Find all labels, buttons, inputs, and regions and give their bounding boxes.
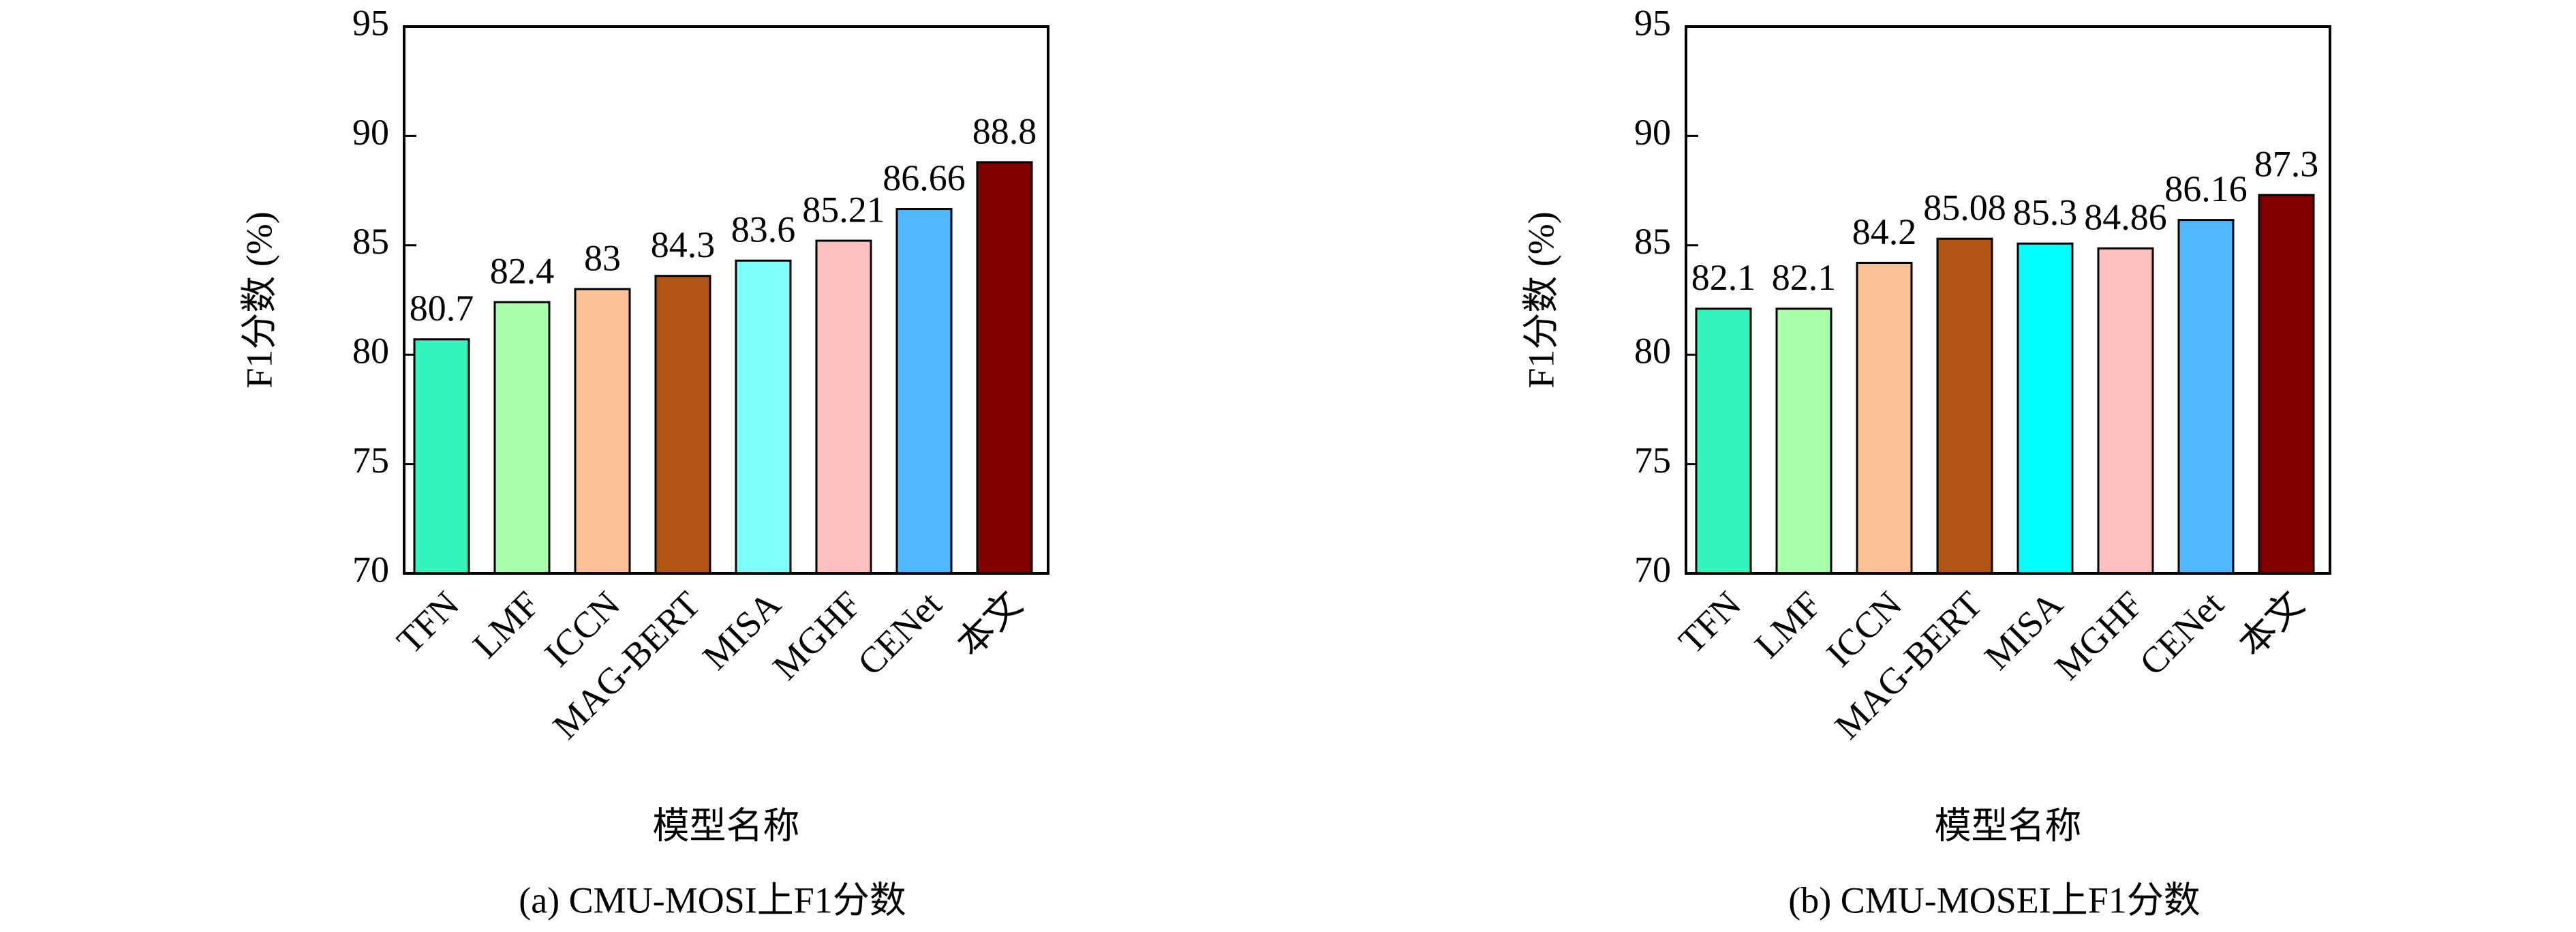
bar (1936, 237, 1993, 575)
y-axis-label: F1分数 (%) (1520, 211, 1561, 388)
bar-annotation: 83 (584, 237, 621, 278)
bar-annotation: 85.08 (1923, 187, 2006, 228)
plot-frame (403, 25, 1049, 575)
y-tick-label: 75 (1634, 440, 1671, 481)
x-tick-label: TFN (1671, 584, 1749, 662)
bar (2097, 247, 2154, 575)
bar (413, 338, 470, 575)
y-tick-label: 70 (1634, 549, 1671, 590)
bar-annotation: 86.16 (2164, 168, 2248, 209)
x-tick-label: LMF (1747, 584, 1829, 666)
x-tick-label: 本文 (2230, 584, 2312, 665)
caption: (a) CMU-MOSI上F1分数 (519, 880, 906, 920)
plot-frame (1685, 25, 2331, 575)
bar (1695, 307, 1752, 575)
bar-annotation: 82.4 (490, 251, 555, 292)
bar (895, 208, 953, 575)
bar-annotation: 84.86 (2084, 197, 2167, 238)
bar-annotation: 84.2 (1852, 211, 1917, 252)
bar (654, 275, 711, 575)
bar (493, 301, 551, 575)
x-tick-label: LMF (465, 584, 547, 666)
y-tick-label: 75 (352, 440, 389, 481)
bar-annotation: 85.3 (2013, 192, 2078, 233)
x-tick-label: 本文 (949, 584, 1030, 665)
bar (1775, 307, 1833, 575)
bar (2258, 194, 2315, 575)
bar (574, 288, 631, 575)
x-tick-label: MGHF (2046, 584, 2151, 688)
bar (1856, 261, 1913, 575)
bar (2017, 242, 2074, 575)
x-axis-label: 模型名称 (1935, 805, 2082, 846)
bar-annotation: 87.3 (2254, 143, 2319, 184)
y-tick-label: 70 (352, 549, 389, 590)
y-tick-label: 95 (352, 2, 389, 43)
y-axis-label: F1分数 (%) (239, 211, 279, 388)
y-tick-label: 80 (352, 331, 389, 372)
y-tick-label: 90 (352, 112, 389, 153)
x-tick-label: TFN (389, 584, 467, 662)
bar-annotation: 82.1 (1772, 257, 1837, 298)
bar (815, 239, 872, 575)
y-tick-label: 80 (1634, 331, 1671, 372)
y-tick-label: 85 (1634, 221, 1671, 262)
bar-annotation: 84.3 (651, 224, 716, 265)
bar-annotation: 88.8 (972, 110, 1037, 151)
x-tick-label: CENet (850, 584, 949, 683)
bar (2177, 219, 2235, 575)
bar-annotation: 86.66 (883, 157, 966, 198)
bar-annotation: 85.21 (802, 189, 885, 230)
x-tick-label: MGHF (765, 584, 869, 688)
x-axis-label: 模型名称 (653, 805, 800, 846)
x-tick-label: CENet (2132, 584, 2231, 683)
y-tick-label: 95 (1634, 2, 1671, 43)
bar-annotation: 82.1 (1691, 257, 1756, 298)
y-tick-label: 85 (352, 221, 389, 262)
bar-annotation: 80.7 (410, 288, 474, 329)
caption: (b) CMU-MOSEI上F1分数 (1788, 880, 2201, 920)
bar (976, 161, 1033, 575)
bar (735, 259, 792, 575)
bar-annotation: 83.6 (731, 209, 796, 250)
y-tick-label: 90 (1634, 112, 1671, 153)
